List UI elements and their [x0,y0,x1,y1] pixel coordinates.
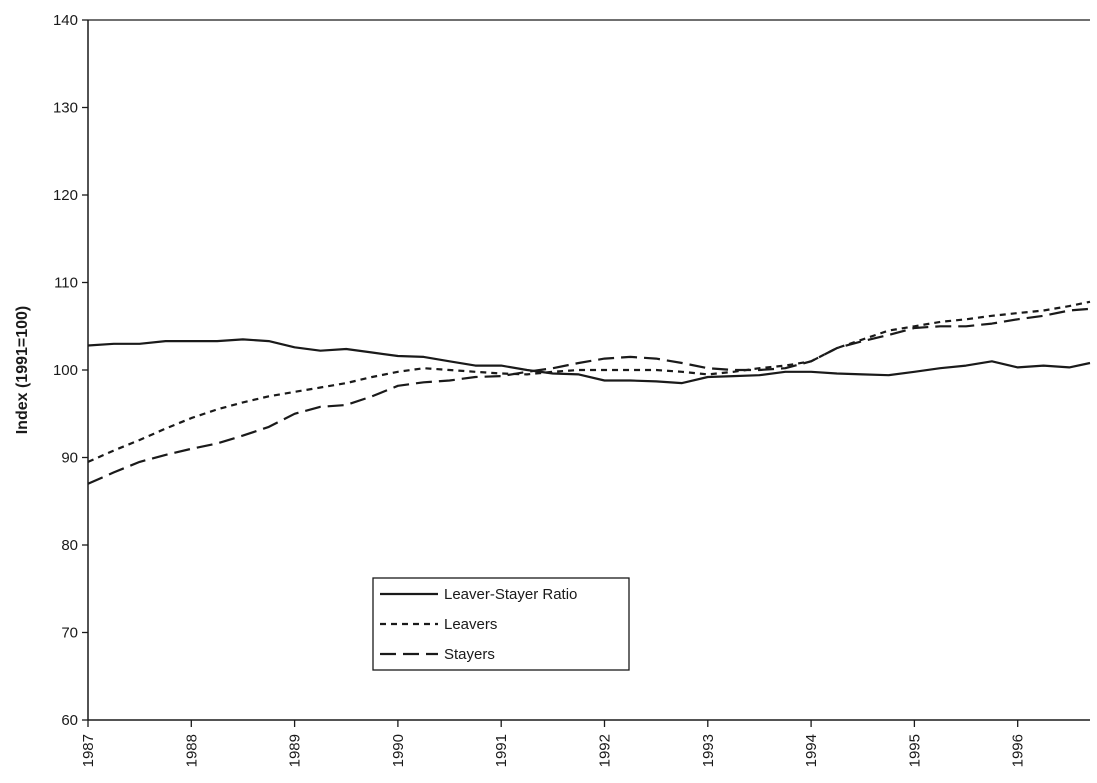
x-ticks: 1987 1988 1989 1990 1991 1992 1993 1994 1995 1996 [80,720,1027,767]
y-ticks: 60 70 80 90 100 110 120 130 140 [53,12,88,729]
x-tick-label: 1996 [1010,734,1027,767]
y-tick-label: 90 [61,450,78,467]
y-tick-label: 110 [54,275,78,292]
x-tick-label: 1991 [493,734,510,767]
x-tick-label: 1992 [596,734,613,767]
x-tick-label: 1990 [390,734,407,767]
x-tick-label: 1989 [287,734,304,767]
y-axis-title: Index (1991=100) [14,306,31,435]
x-tick-label: 1995 [906,734,923,767]
series-layer [87,300,1091,485]
legend-label-stayers: Stayers [444,646,495,663]
series-line-leavers [87,300,1091,463]
y-tick-label: 140 [53,12,78,29]
y-tick-label: 100 [53,362,78,379]
legend-label-leaver-stayer-ratio: Leaver-Stayer Ratio [444,586,577,603]
x-tick-label: 1993 [700,734,717,767]
y-tick-label: 80 [61,537,78,554]
y-tick-label: 130 [53,100,78,117]
x-tick-label: 1987 [80,734,97,767]
series-line-stayers [87,307,1091,485]
legend: Leaver-Stayer Ratio Leavers Stayers [372,577,630,671]
x-tick-label: 1988 [183,734,200,767]
y-tick-label: 120 [53,187,78,204]
series-line-leaver-stayer-ratio [87,338,1091,385]
legend-label-leavers: Leavers [444,616,497,633]
y-tick-label: 70 [61,625,78,642]
y-tick-label: 60 [61,712,78,729]
x-tick-label: 1994 [803,734,820,767]
